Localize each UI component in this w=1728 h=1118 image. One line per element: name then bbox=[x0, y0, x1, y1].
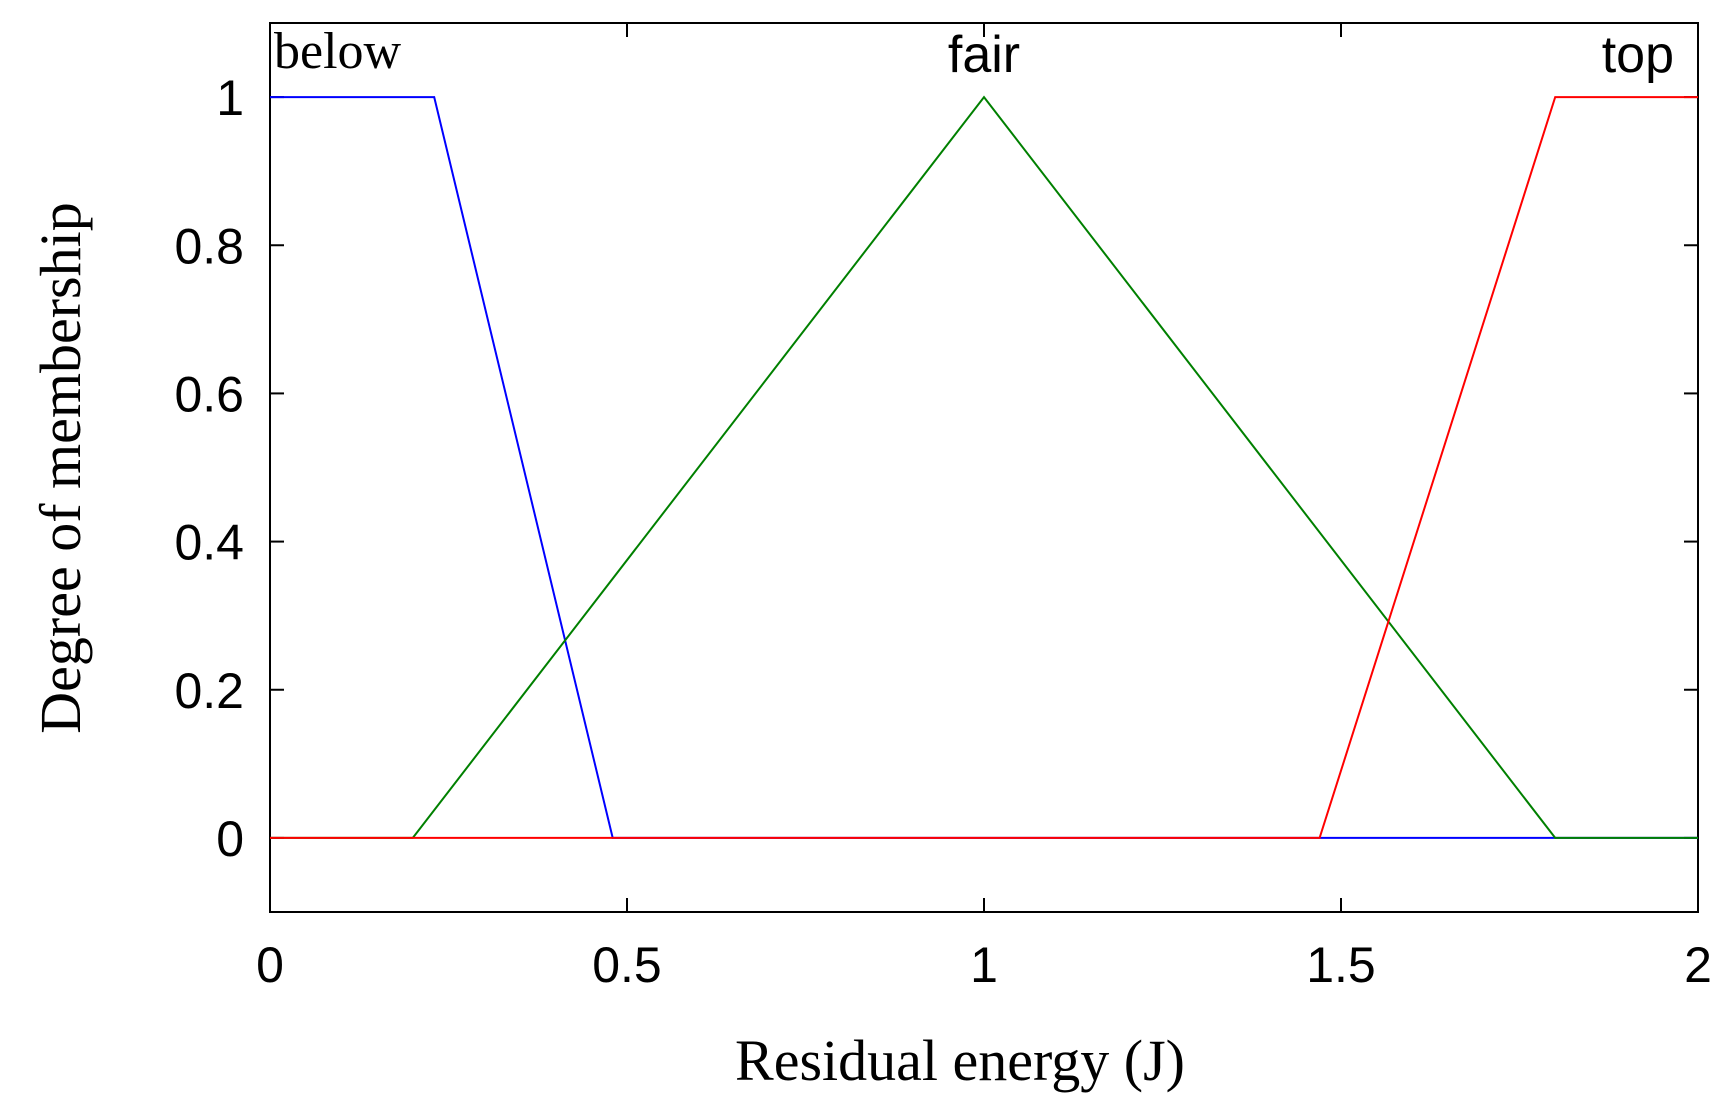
x-axis-label: Residual energy (J) bbox=[735, 1028, 1185, 1093]
y-tick-label: 0.8 bbox=[174, 218, 244, 274]
x-tick-label: 2 bbox=[1684, 937, 1712, 993]
plot-area bbox=[269, 22, 1699, 913]
x-tick-label: 0.5 bbox=[592, 937, 662, 993]
series-line-fair bbox=[270, 95, 1698, 839]
mf-label-top: top bbox=[1602, 26, 1674, 84]
plot-frame bbox=[269, 22, 1699, 913]
y-tick-label: 0.4 bbox=[174, 515, 244, 571]
x-tick-label: 1 bbox=[970, 937, 998, 993]
y-axis-ticks: 0 0.2 0.4 0.6 0.8 1 bbox=[174, 70, 1698, 867]
membership-labels: below fair top bbox=[274, 23, 1674, 84]
series-line-top bbox=[270, 96, 1698, 839]
y-axis-label: Degree of membership bbox=[28, 202, 93, 733]
series-line-below bbox=[270, 96, 1698, 839]
x-tick-label: 1.5 bbox=[1306, 937, 1376, 993]
y-tick-label: 1 bbox=[216, 70, 244, 126]
y-tick-label: 0.6 bbox=[174, 366, 244, 422]
series-lines bbox=[270, 95, 1698, 839]
y-tick-label: 0.2 bbox=[174, 663, 244, 719]
x-axis-ticks: 0 0.5 1 1.5 2 bbox=[256, 23, 1712, 993]
x-tick-label: 0 bbox=[256, 937, 284, 993]
mf-label-below: below bbox=[274, 23, 402, 80]
mf-label-fair: fair bbox=[948, 26, 1020, 84]
y-tick-label: 0 bbox=[216, 811, 244, 867]
